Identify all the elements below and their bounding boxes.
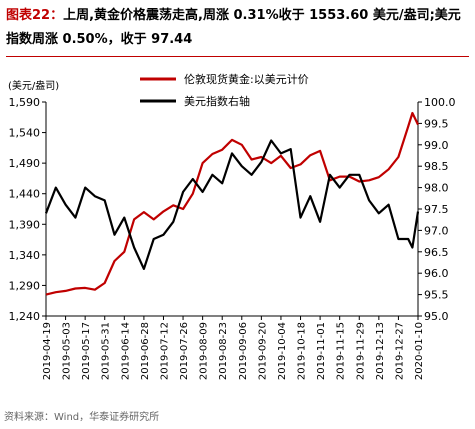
x-axis-tick-label: 2019-05-31 (101, 322, 112, 380)
x-axis-tick-label: 2019-05-03 (62, 322, 73, 380)
figure-title: 图表22：上周,黄金价格震荡走高,周涨 0.31%收于 1553.60 美元/盎… (6, 4, 471, 52)
source-note: 资料来源：Wind，华泰证券研究所 (4, 412, 160, 423)
dollar-index-line (44, 139, 420, 270)
x-axis-tick-label: 2019-04-19 (42, 322, 53, 380)
right-axis-tick-label: 99.0 (424, 139, 449, 152)
x-axis-tick-label: 2020-01-10 (414, 322, 425, 380)
x-axis-tick-label: 2019-07-12 (159, 322, 170, 380)
x-axis-tick-label: 2019-06-28 (140, 322, 151, 380)
left-axis-tick-label: 1,390 (9, 218, 41, 231)
x-axis-tick-label: 2019-11-15 (336, 322, 347, 380)
x-axis-tick-label: 2019-11-01 (316, 322, 327, 380)
right-axis-tick-label: 96.0 (424, 267, 449, 280)
right-axis-tick-label: 98.0 (424, 182, 449, 195)
left-axis-unit-label: (美元/盎司) (8, 79, 59, 92)
x-axis-tick-label: 2019-12-27 (394, 322, 405, 380)
x-axis-tick-label: 2019-08-23 (218, 322, 229, 380)
x-axis-tick-label: 2019-08-09 (199, 322, 210, 380)
x-axis-tick-label: 2019-07-26 (179, 322, 190, 380)
right-axis-tick-label: 95.0 (424, 310, 449, 323)
gold-price-line (45, 111, 419, 296)
right-axis-tick-label: 97.0 (424, 224, 449, 237)
right-axis-tick-label: 97.5 (424, 203, 449, 216)
right-axis-tick-label: 99.5 (424, 117, 449, 130)
right-axis-tick-label: 96.5 (424, 246, 449, 259)
right-axis-tick-label: 98.5 (424, 160, 449, 173)
left-axis-tick-label: 1,490 (9, 157, 41, 170)
x-axis-tick-label: 2019-05-17 (81, 322, 92, 380)
plot-area: 1,240 1,290 1,340 1,390 1,440 1,490 1,540 1,590… (9, 96, 456, 380)
left-axis-tick-label: 1,340 (9, 249, 41, 262)
figure-label: 图表22： (6, 8, 64, 23)
title-divider (6, 56, 469, 57)
x-axis-tick-label: 2019-09-20 (257, 322, 268, 380)
right-axis-tick-label: 95.5 (424, 289, 449, 302)
left-axis-tick-label: 1,540 (9, 127, 41, 140)
legend-label-gold: 伦敦现货黄金:以美元计价 (184, 72, 309, 86)
x-axis-tick-label: 2019-12-13 (375, 322, 386, 380)
left-axis-tick-label: 1,240 (9, 310, 41, 323)
right-axis-tick-label: 100.0 (424, 96, 456, 109)
left-axis-tick-label: 1,440 (9, 188, 41, 201)
x-axis-tick-label: 2019-10-18 (297, 322, 308, 380)
left-axis-tick-label: 1,290 (9, 279, 41, 292)
chart: (美元/盎司) 1,2401,2901,3401,3901,4401,4901,… (8, 72, 456, 380)
left-axis-tick-label: 1,590 (9, 96, 41, 109)
figure-title-text: 上周,黄金价格震荡走高,周涨 0.31%收于 1553.60 美元/盎司;美元指… (6, 8, 461, 47)
x-axis-tick-label: 2019-09-06 (238, 322, 249, 380)
x-axis-tick-label: 2019-10-04 (277, 322, 288, 380)
x-axis-tick-label: 2019-06-14 (120, 322, 131, 380)
legend-label-dxy: 美元指数右轴 (184, 94, 250, 108)
x-axis-tick-label: 2019-11-29 (355, 322, 366, 380)
